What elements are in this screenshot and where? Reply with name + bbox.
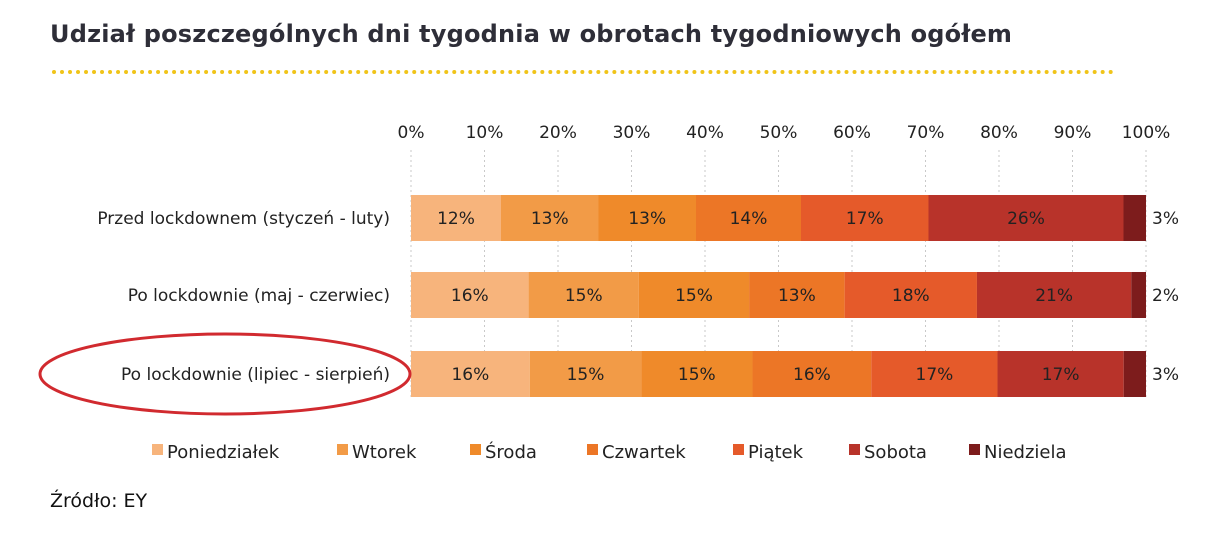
x-tick-label: 20% bbox=[539, 123, 577, 143]
highlight-ellipse bbox=[38, 332, 412, 416]
category-labels: Przed lockdownem (styczeń - luty) Po lock… bbox=[97, 209, 390, 385]
data-label: 18% bbox=[892, 286, 930, 306]
x-tick-label: 50% bbox=[760, 123, 798, 143]
bar-segment bbox=[749, 272, 845, 318]
bar-segment bbox=[844, 272, 977, 318]
bar-segment bbox=[501, 195, 599, 241]
bar-segment bbox=[752, 351, 872, 397]
title-divider bbox=[52, 70, 1114, 74]
bar-segment bbox=[976, 272, 1132, 318]
data-label: 13% bbox=[778, 286, 816, 306]
data-label: 15% bbox=[567, 365, 605, 385]
bar-segment bbox=[1123, 195, 1146, 241]
data-label: 3% bbox=[1152, 209, 1179, 229]
data-label: 12% bbox=[437, 209, 475, 229]
x-tick-label: 100% bbox=[1122, 123, 1171, 143]
data-label: 3% bbox=[1152, 365, 1179, 385]
source-note: Źródło: EY bbox=[50, 490, 153, 512]
x-tick-label: 70% bbox=[907, 123, 945, 143]
x-tick-label: 90% bbox=[1054, 123, 1092, 143]
bar-segment bbox=[801, 195, 929, 241]
bar-segment bbox=[1123, 351, 1146, 397]
legend-swatch bbox=[969, 444, 980, 455]
data-label: 15% bbox=[678, 365, 716, 385]
data-label: 13% bbox=[531, 209, 569, 229]
bar-segment bbox=[928, 195, 1124, 241]
legend-swatch bbox=[849, 444, 860, 455]
bar-segment bbox=[997, 351, 1124, 397]
legend-label: Niedziela bbox=[984, 442, 1067, 463]
data-label: 13% bbox=[628, 209, 666, 229]
data-label: 15% bbox=[565, 286, 603, 306]
x-tick-label: 10% bbox=[466, 123, 504, 143]
bar-segment bbox=[411, 272, 529, 318]
legend-swatch bbox=[337, 444, 348, 455]
legend-swatch bbox=[587, 444, 598, 455]
data-label: 17% bbox=[1042, 365, 1080, 385]
category-label: Po lockdownie (maj - czerwiec) bbox=[128, 286, 390, 306]
data-label: 16% bbox=[451, 286, 489, 306]
data-label: 2% bbox=[1152, 286, 1179, 306]
legend-swatch bbox=[733, 444, 744, 455]
legend-swatch bbox=[152, 444, 163, 455]
bar-segment bbox=[696, 195, 801, 241]
legend-label: Wtorek bbox=[352, 442, 417, 463]
x-tick-label: 0% bbox=[398, 123, 425, 143]
source-value: EY bbox=[123, 490, 148, 512]
legend-label: Poniedziałek bbox=[167, 442, 280, 463]
x-tick-label: 60% bbox=[833, 123, 871, 143]
x-tick-label: 30% bbox=[613, 123, 651, 143]
x-tick-label: 80% bbox=[980, 123, 1018, 143]
bar-segment bbox=[871, 351, 998, 397]
bar-segment bbox=[598, 195, 696, 241]
bar-segment bbox=[638, 272, 750, 318]
legend: Poniedziałek Wtorek Środa Czwartek Piątek Sob… bbox=[152, 441, 1067, 463]
stacked-bar-chart: 0% 10% 20% 30% 40% 50% 60% 70% 80% 90% 100% Przed … bbox=[38, 123, 1179, 463]
bar-segment bbox=[411, 195, 501, 241]
bar-segment bbox=[411, 351, 530, 397]
source-label: Źródło: bbox=[50, 490, 118, 512]
x-tick-label: 40% bbox=[686, 123, 724, 143]
bar-segment bbox=[1131, 272, 1146, 318]
data-label: 17% bbox=[846, 209, 884, 229]
data-label: 14% bbox=[730, 209, 768, 229]
data-label: 15% bbox=[675, 286, 713, 306]
highlight-layer bbox=[38, 332, 412, 416]
x-tick-labels: 0% 10% 20% 30% 40% 50% 60% 70% 80% 90% 100% bbox=[398, 123, 1171, 143]
bar-segment bbox=[529, 351, 642, 397]
bars: 12% 13% 13% 14% 17% 26% 3% 16% 15% 15% 13% 18% 21% 2%… bbox=[411, 195, 1179, 397]
category-label: Przed lockdownem (styczeń - luty) bbox=[97, 209, 390, 229]
legend-label: Czwartek bbox=[602, 442, 686, 463]
data-label: 26% bbox=[1007, 209, 1045, 229]
bar-segment bbox=[528, 272, 639, 318]
data-label: 16% bbox=[793, 365, 831, 385]
data-label: 16% bbox=[451, 365, 489, 385]
data-label: 17% bbox=[916, 365, 954, 385]
legend-label: Sobota bbox=[864, 442, 927, 463]
legend-label: Piątek bbox=[748, 442, 804, 463]
chart-title: Udział poszczególnych dni tygodnia w obr… bbox=[50, 20, 1013, 48]
data-label: 21% bbox=[1035, 286, 1073, 306]
legend-label: Środa bbox=[485, 441, 537, 463]
bar-segment bbox=[641, 351, 753, 397]
legend-swatch bbox=[470, 444, 481, 455]
category-label: Po lockdownie (lipiec - sierpień) bbox=[121, 365, 390, 385]
